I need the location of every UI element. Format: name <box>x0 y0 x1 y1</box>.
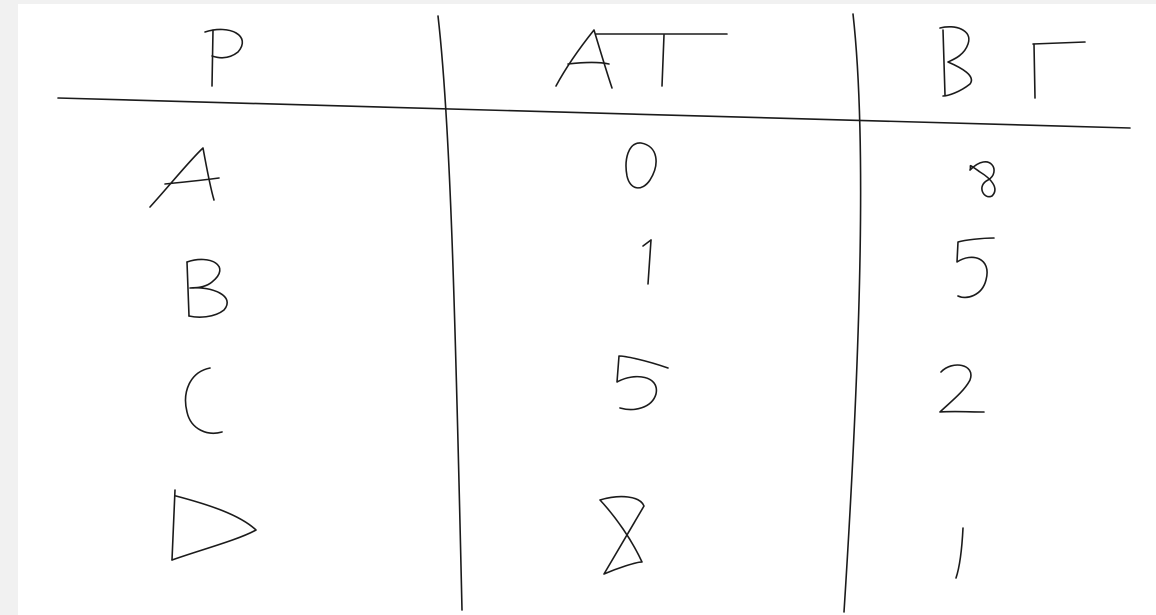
header-cell-p <box>204 28 244 87</box>
row-c-process <box>184 367 223 434</box>
column-divider-2 <box>843 13 862 613</box>
row-a-bt <box>969 161 996 198</box>
row-a-process <box>149 147 220 208</box>
header-cell-at <box>555 29 728 89</box>
whiteboard-canvas <box>18 4 1156 615</box>
header-divider-line <box>57 97 1131 129</box>
row-b-at <box>642 239 652 285</box>
column-divider-1 <box>437 15 463 611</box>
row-b-bt <box>956 237 995 299</box>
header-cell-bt <box>939 26 1086 99</box>
row-d-bt <box>955 527 964 579</box>
row-d-at <box>599 495 645 575</box>
row-c-at <box>616 355 669 411</box>
row-d-process <box>171 489 257 561</box>
row-b-process <box>186 258 228 318</box>
row-c-bt <box>939 364 985 413</box>
row-a-at <box>625 142 657 189</box>
